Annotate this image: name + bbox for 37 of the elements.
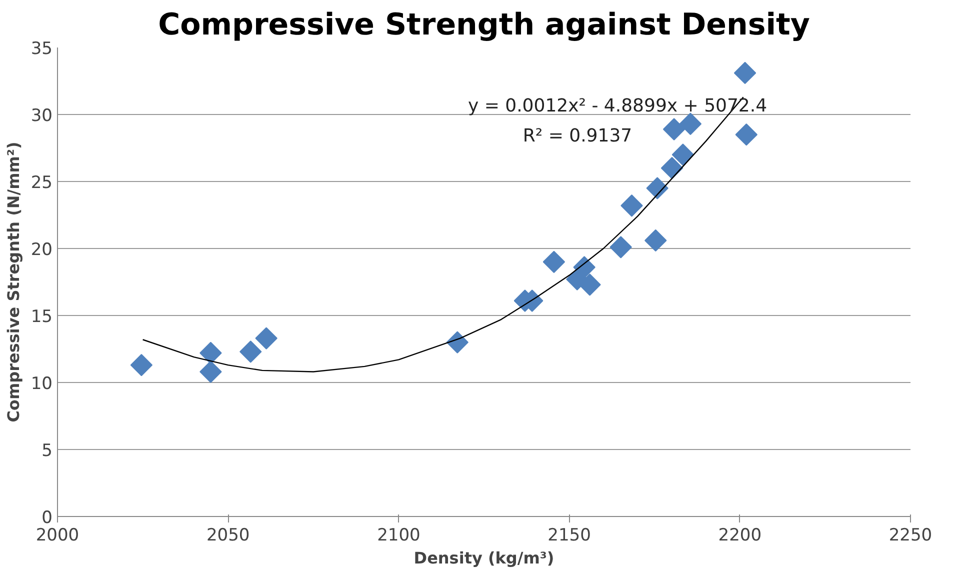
y-tick-label: 15 [30,307,53,327]
x-tick-label: 2000 [36,526,80,546]
point [573,256,596,278]
x-tick-label: 2250 [888,526,932,546]
point [660,156,684,180]
y-tick-label: 10 [30,374,53,394]
point [672,144,694,166]
point [240,340,262,363]
point [542,250,566,274]
point [610,236,632,258]
point [200,342,222,364]
point [620,194,643,217]
x-tick-label: 2200 [718,526,762,546]
point [646,177,668,200]
x-axis-title: Density (kg/m³) [414,548,554,568]
y-tick-label: 0 [42,508,53,528]
point [255,327,278,350]
point [446,331,468,354]
annotation: R² = 0.9137 [522,126,632,146]
y-tick-label: 25 [30,173,53,193]
x-tick-label: 2100 [377,526,420,546]
point [200,360,222,383]
point [644,229,667,252]
y-tick-label: 35 [30,39,53,59]
y-axis-title: Compressive Stregnth (N/mm²) [4,142,23,422]
point [578,274,601,296]
point [679,112,702,135]
x-tick-label: 2050 [206,526,250,546]
y-tick-label: 5 [42,441,53,461]
y-tick-label: 20 [30,240,53,260]
x-tick-label: 2150 [548,526,591,546]
y-tick-label: 30 [30,106,53,126]
point [735,123,758,146]
point [130,354,153,376]
point [662,118,686,140]
point [734,62,756,84]
chart-title: Compressive Strength against Density [158,8,810,42]
